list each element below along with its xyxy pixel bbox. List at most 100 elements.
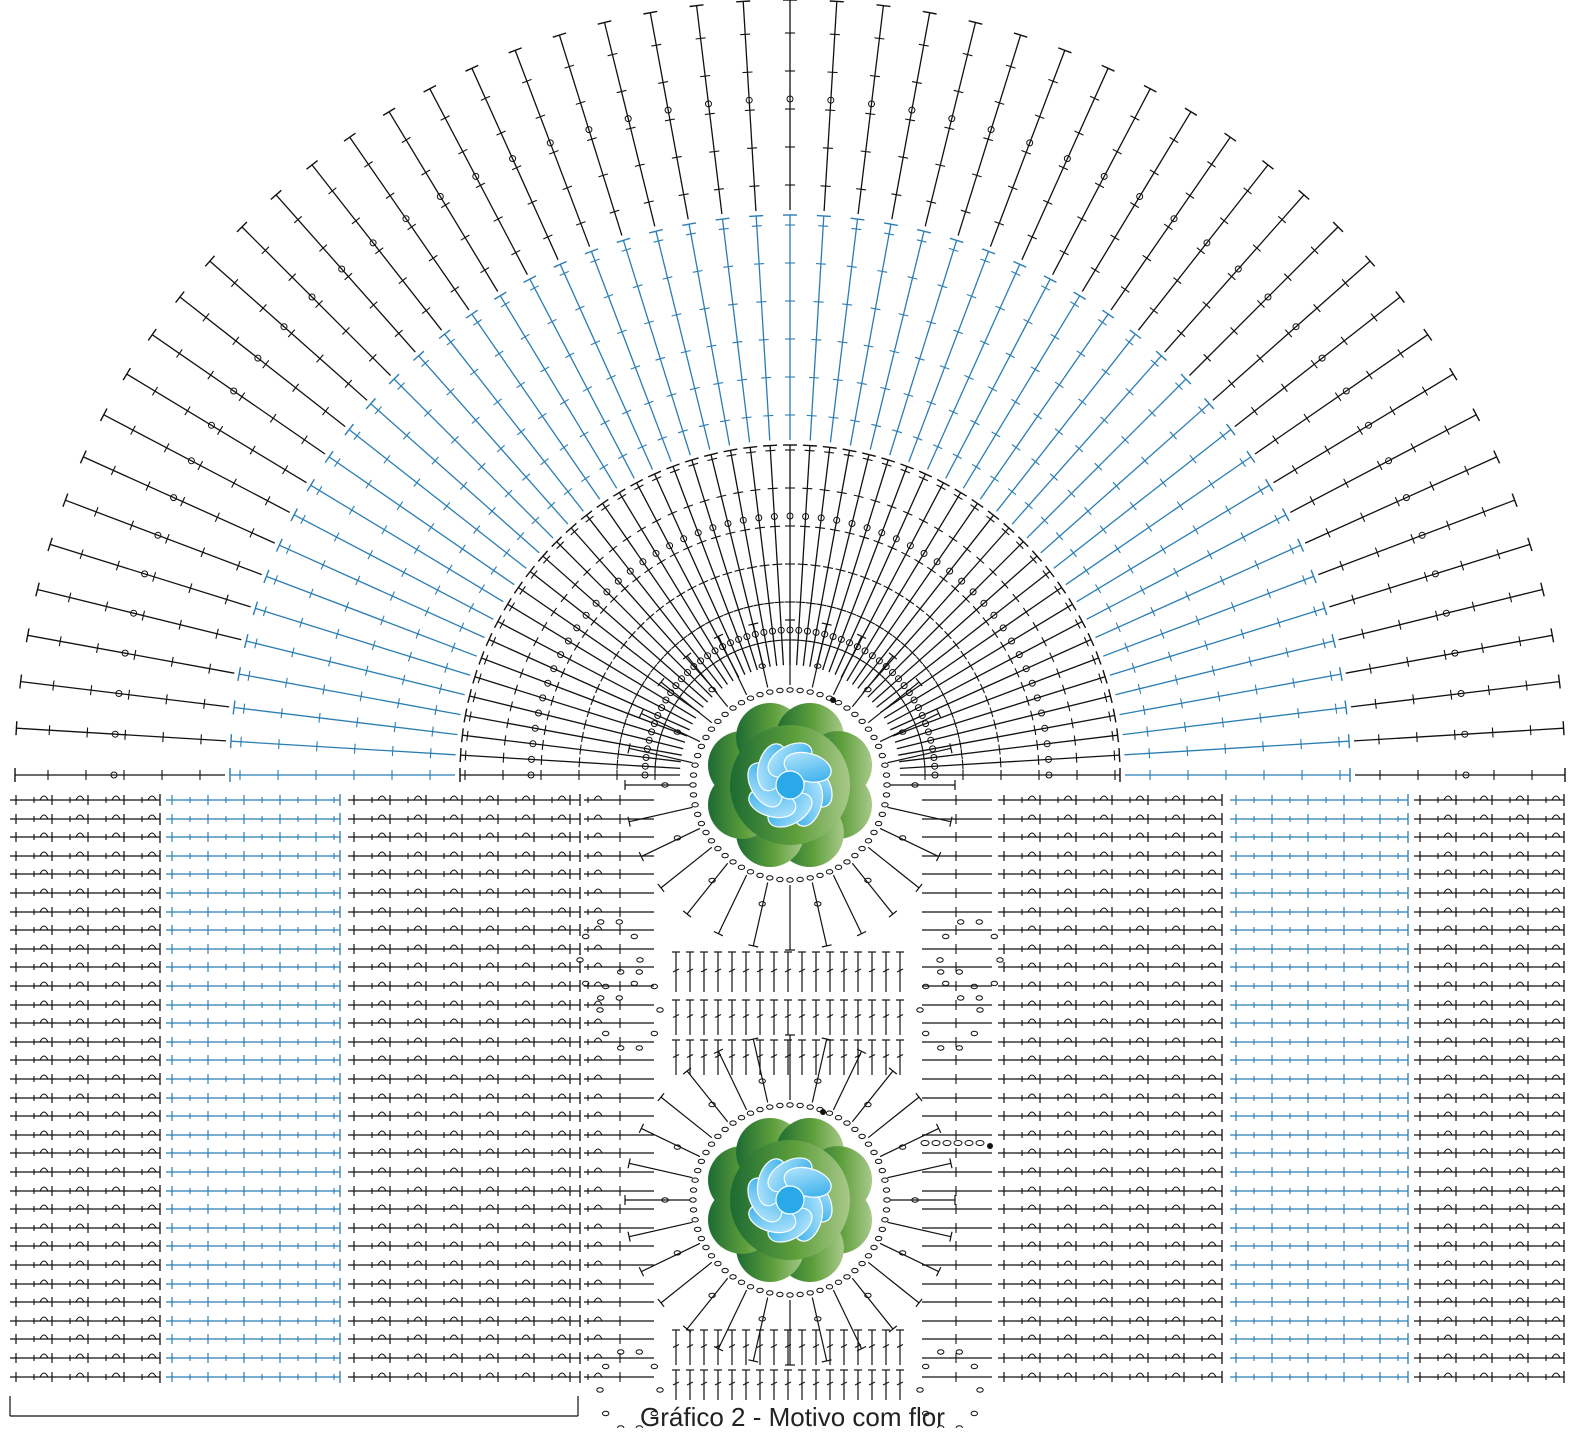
stitch-row — [1230, 1147, 1409, 1159]
stitch-row — [10, 1296, 161, 1308]
stitch-row — [10, 961, 161, 973]
stitch-row — [166, 1333, 341, 1345]
stitch-row — [998, 1110, 1223, 1122]
inner-stitch — [584, 1055, 992, 1065]
slip-stitch-dot — [830, 697, 836, 703]
bottom-bracket — [9, 1396, 579, 1417]
stitch-row — [166, 1259, 341, 1271]
lower-flower — [708, 1118, 872, 1282]
stitch-row — [348, 1203, 603, 1215]
stitch-row — [998, 813, 1223, 825]
stitch-row — [1230, 961, 1409, 973]
stitch-row — [166, 868, 341, 880]
stitch-row — [998, 794, 1223, 806]
inner-stitch — [584, 1334, 992, 1344]
stitch-row — [10, 1073, 161, 1085]
stitch-row — [1414, 924, 1565, 936]
stitch-row — [166, 1371, 341, 1383]
semicircle-fan — [14, 0, 1566, 782]
stitch-row — [10, 887, 161, 899]
fan-spoke — [815, 20, 983, 669]
stitch-row — [1230, 850, 1409, 862]
stitch-row — [10, 924, 161, 936]
stitch-row — [1414, 961, 1565, 973]
fan-spoke — [423, 84, 740, 678]
fan-spoke — [900, 768, 1566, 782]
stitch-row — [1230, 1371, 1409, 1383]
fan-spoke — [204, 255, 709, 703]
stitch-row — [348, 1296, 603, 1308]
fan-spoke — [175, 291, 704, 708]
stitch-row — [166, 850, 341, 862]
stitch-row — [348, 1352, 603, 1364]
fan-spoke — [270, 189, 718, 694]
chart-caption: Gráfico 2 - Motivo com flor — [640, 1402, 945, 1432]
stitch-row — [166, 961, 341, 973]
stitch-row — [348, 1333, 603, 1345]
stitch-row — [1230, 943, 1409, 955]
fan-spoke — [880, 328, 1433, 714]
fan-spoke — [62, 493, 688, 737]
inner-stitch — [584, 888, 992, 898]
stitch-row — [166, 1129, 341, 1141]
stitch-row — [1414, 980, 1565, 992]
inner-stitch — [584, 1279, 992, 1289]
stitch-row — [166, 1240, 341, 1252]
stitch-row — [10, 1222, 161, 1234]
stitch-row — [1414, 1278, 1565, 1290]
stitch-row — [998, 1129, 1223, 1141]
fan-spoke — [822, 32, 1028, 671]
stitch-row — [10, 1110, 161, 1122]
stitch-row — [1414, 906, 1565, 918]
stitch-row — [998, 1278, 1223, 1290]
stitch-row — [998, 1166, 1223, 1178]
stitch-row — [1230, 1352, 1409, 1364]
fan-spoke — [236, 221, 713, 698]
stitch-row — [10, 813, 161, 825]
stitch-row — [1230, 794, 1409, 806]
stitch-row — [10, 868, 161, 880]
stitch-row — [998, 980, 1223, 992]
stitch-row — [1230, 1166, 1409, 1178]
stitch-row — [1414, 1185, 1565, 1197]
fan-spoke — [643, 10, 771, 667]
stitch-row — [1230, 831, 1409, 843]
stitch-row — [1230, 924, 1409, 936]
stitch-row — [166, 1147, 341, 1159]
stitch-row — [998, 1333, 1223, 1345]
stitch-row — [1414, 1073, 1565, 1085]
stitch-row — [1414, 1315, 1565, 1327]
stitch-row — [1230, 868, 1409, 880]
inner-stitch — [584, 795, 992, 805]
stitch-row — [1414, 1166, 1565, 1178]
fan-spoke — [892, 493, 1518, 737]
stitch-row — [166, 1166, 341, 1178]
fan-spoke — [306, 160, 723, 689]
stitch-row — [1414, 813, 1565, 825]
inner-stitch — [584, 1111, 992, 1121]
fan-spoke — [47, 537, 686, 743]
inner-stitch — [584, 1037, 992, 1047]
chain-loop — [596, 969, 664, 1051]
fan-spoke — [552, 32, 758, 671]
stitch-row — [998, 924, 1223, 936]
stitch-row — [1414, 1222, 1565, 1234]
stitch-row — [1230, 1259, 1409, 1271]
chain-loop — [916, 1349, 984, 1428]
stitch-row — [10, 794, 161, 806]
stitch-row — [348, 1017, 603, 1029]
stitch-row — [1230, 1036, 1409, 1048]
stitch-row — [10, 1017, 161, 1029]
stitch-row — [10, 850, 161, 862]
stitch-row — [10, 1333, 161, 1345]
stitch-row — [348, 943, 603, 955]
stitch-row — [348, 813, 603, 825]
stitch-row — [1230, 906, 1409, 918]
stitch-row — [1230, 1092, 1409, 1104]
stitch-row — [348, 1222, 603, 1234]
inner-stitch — [584, 869, 992, 879]
stitch-row — [348, 1054, 603, 1066]
stitch-row — [10, 1185, 161, 1197]
fan-spoke — [899, 721, 1565, 772]
stitch-row — [1414, 794, 1565, 806]
